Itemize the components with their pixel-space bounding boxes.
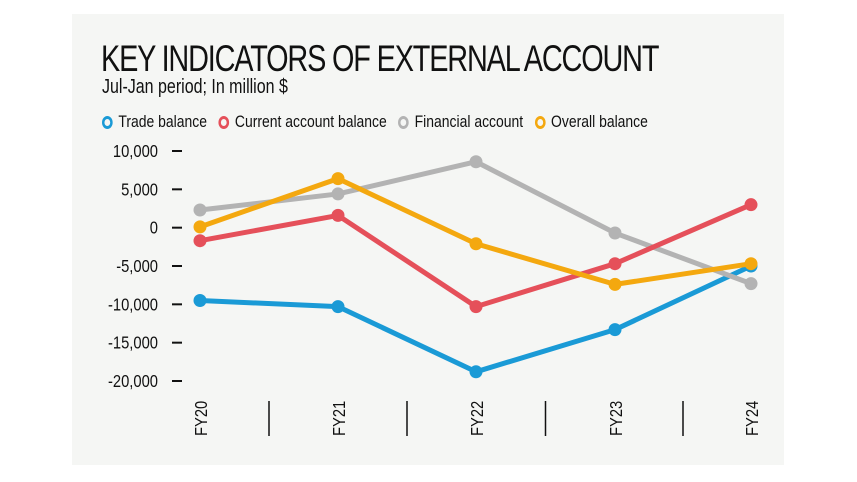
data-point xyxy=(193,220,207,234)
series-line xyxy=(199,159,752,286)
y-tick-label: 0 xyxy=(150,218,158,238)
series-overall-balance xyxy=(193,172,758,291)
data-point xyxy=(469,155,483,169)
legend-label: Current account balance xyxy=(234,112,387,131)
data-point xyxy=(608,323,622,337)
legend-marker-icon xyxy=(218,115,230,129)
x-tick-label: FY24 xyxy=(743,401,763,436)
data-point xyxy=(608,257,622,271)
data-point xyxy=(193,234,207,248)
x-tick-label: FY20 xyxy=(192,401,212,436)
data-point xyxy=(608,226,622,240)
data-point xyxy=(331,187,345,201)
y-axis: 10,000 5,000 0 -5,000 -10,000 -15,000 -20,000 xyxy=(108,142,182,392)
x-tick-label: FY23 xyxy=(607,401,627,436)
data-point xyxy=(744,257,758,271)
data-point xyxy=(331,172,345,186)
y-tick-label: -15,000 xyxy=(108,333,158,353)
legend-item-current-account-balance: Current account balance xyxy=(218,112,387,132)
data-point xyxy=(469,365,483,379)
chart-subtitle: Jul-Jan period; In million $ xyxy=(102,76,288,98)
series-line xyxy=(199,263,753,375)
data-point xyxy=(193,203,207,217)
data-point xyxy=(744,198,758,212)
data-point xyxy=(744,277,758,291)
legend-item-financial-account: Financial account xyxy=(398,112,523,132)
legend-label: Overall balance xyxy=(551,112,648,131)
series-current-account-balance xyxy=(193,198,758,314)
series-lines xyxy=(193,155,758,379)
data-point xyxy=(331,208,345,222)
legend-marker-icon xyxy=(534,115,546,129)
legend-item-overall-balance: Overall balance xyxy=(534,112,648,132)
y-tick-label: 5,000 xyxy=(121,180,158,200)
y-tick-label: -5,000 xyxy=(116,257,158,277)
series-line xyxy=(199,202,752,310)
chart-title: KEY INDICATORS OF EXTERNAL ACCOUNT xyxy=(101,38,659,79)
legend-label: Financial account xyxy=(414,112,524,131)
data-point xyxy=(193,294,207,307)
x-axis: FY20 FY21 FY22 FY23 FY24 xyxy=(192,401,763,436)
x-tick-label: FY21 xyxy=(330,401,350,436)
legend-marker-icon xyxy=(398,115,409,129)
legend-marker-icon xyxy=(102,115,113,129)
series-line xyxy=(199,176,752,287)
legend-label: Trade balance xyxy=(118,112,208,131)
legend-item-trade-balance: Trade balance xyxy=(102,112,207,132)
y-tick-label: 10,000 xyxy=(113,142,158,162)
chart-legend: Trade balance Current account balance Fi… xyxy=(102,111,659,133)
y-tick-label: -10,000 xyxy=(108,295,158,315)
series-financial-account xyxy=(193,155,758,291)
y-tick-label: -20,000 xyxy=(108,372,158,392)
data-point xyxy=(469,237,483,251)
x-tick-label: FY22 xyxy=(468,401,488,436)
data-point xyxy=(331,300,345,314)
data-point xyxy=(469,300,483,314)
data-point xyxy=(608,277,622,291)
